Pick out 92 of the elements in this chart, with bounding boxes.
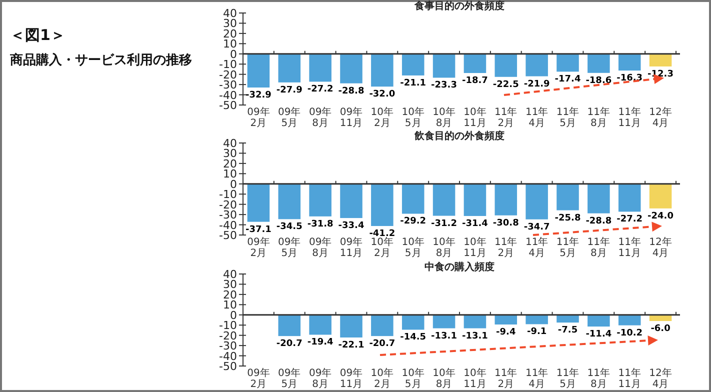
y-tick-label: -50 [219, 229, 237, 242]
x-tick-label: 09年5月 [278, 236, 301, 259]
x-tick-label: 11年2月 [494, 106, 518, 129]
data-label: -27.9 [276, 85, 302, 96]
data-label: -6.0 [650, 324, 670, 334]
x-tick-label: 12年4月 [649, 236, 672, 259]
x-tick-label: 10年2月 [370, 106, 394, 129]
y-tick-label: 40 [223, 268, 237, 281]
text: ＜図1＞ [10, 26, 66, 44]
data-label: -16.3 [616, 74, 643, 84]
x-tick-label: 11年8月 [587, 367, 610, 390]
data-label: -28.8 [586, 216, 612, 226]
x-tick-label: 11年8月 [587, 236, 610, 259]
data-label: -34.5 [276, 222, 302, 232]
x-tick-label: 09年11月 [340, 367, 363, 390]
data-label: -27.2 [616, 214, 643, 225]
data-label: -14.5 [400, 332, 426, 343]
x-tick-label: 11年2月 [494, 367, 518, 390]
chart-title: 飲食目的の外食頻度 [414, 130, 504, 142]
x-tick-label: 09年2月 [247, 367, 270, 390]
y-tick-label: 40 [223, 7, 237, 20]
x-tick-label: 12年4月 [649, 367, 672, 390]
chart-title: 食事目的の外食頻度 [414, 0, 504, 12]
x-tick-label: 11年11月 [618, 106, 641, 129]
data-label: -21.9 [524, 79, 550, 90]
x-tick-label: 11年4月 [525, 236, 548, 259]
x-tick-label: 10年8月 [432, 106, 456, 129]
y-tick-label: 40 [223, 137, 237, 150]
data-label: -32.9 [245, 90, 272, 101]
x-tick-label: 11年4月 [525, 367, 548, 390]
data-label: -20.7 [369, 339, 396, 350]
data-label: -18.6 [586, 76, 612, 86]
y-tick-label: -50 [219, 99, 237, 112]
x-tick-label: 10年2月 [370, 236, 394, 259]
data-label: -7.5 [558, 326, 578, 336]
x-tick-label: 09年8月 [308, 236, 332, 259]
data-label: -33.4 [338, 221, 364, 232]
text: 商品購入・サービス利用の推移 [9, 52, 192, 68]
x-tick-label: 10年5月 [402, 106, 424, 129]
x-tick-label: 11年5月 [556, 367, 580, 390]
x-tick-label: 10年11月 [464, 367, 486, 390]
x-tick-label: 10年8月 [432, 236, 456, 259]
x-tick-label: 10年2月 [370, 367, 394, 390]
x-tick-label: 10年5月 [402, 236, 424, 259]
x-tick-label: 09年8月 [308, 106, 332, 129]
x-tick-label: 09年2月 [247, 106, 270, 129]
data-label: -30.8 [492, 218, 519, 228]
data-label: -25.8 [554, 213, 581, 224]
data-label: -29.2 [400, 216, 426, 227]
x-tick-label: 10年11月 [464, 106, 486, 129]
data-label: -28.8 [338, 86, 364, 96]
data-label: -19.4 [307, 338, 334, 348]
x-tick-label: 11年5月 [556, 236, 580, 259]
x-tick-label: 10年8月 [432, 367, 456, 390]
data-label: -13.1 [431, 331, 458, 342]
x-tick-label: 11年2月 [494, 236, 518, 259]
data-label: -9.4 [496, 328, 516, 338]
x-tick-label: 11年11月 [618, 236, 641, 259]
x-tick-label: 12年4月 [649, 106, 672, 129]
data-label: -34.7 [524, 222, 550, 232]
x-tick-label: 09年11月 [340, 106, 363, 129]
data-label: -31.4 [462, 218, 488, 229]
data-label: -31.2 [431, 218, 458, 229]
data-label: -23.3 [431, 80, 458, 91]
x-tick-label: 10年5月 [402, 367, 424, 390]
x-tick-label: 11年8月 [587, 106, 610, 129]
data-label: -31.8 [307, 219, 334, 230]
data-label: -9.1 [526, 327, 547, 338]
data-label: -20.7 [276, 339, 302, 350]
data-label: -37.1 [245, 224, 272, 235]
data-label: -22.5 [492, 80, 519, 90]
data-label: -18.7 [462, 76, 488, 86]
x-tick-label: 09年2月 [247, 236, 270, 259]
x-tick-label: 09年5月 [278, 106, 301, 129]
data-label: -11.4 [586, 330, 612, 340]
x-tick-label: 11年5月 [556, 106, 580, 129]
x-tick-label: 09年8月 [308, 367, 332, 390]
x-tick-label: 09年5月 [278, 367, 301, 390]
data-label: -17.4 [554, 74, 581, 85]
data-label: -10.2 [616, 328, 643, 338]
data-label: -24.0 [648, 211, 674, 222]
data-label: -21.1 [400, 78, 426, 88]
x-tick-label: 09年11月 [340, 236, 363, 259]
x-tick-label: 10年11月 [464, 236, 486, 259]
data-label: -32.0 [369, 90, 396, 100]
chart-title: 中食の購入頻度 [424, 261, 494, 273]
data-label: -27.2 [307, 84, 334, 95]
data-label: -13.1 [462, 331, 488, 342]
x-tick-label: 11年4月 [525, 106, 548, 129]
y-tick-label: -50 [219, 360, 237, 373]
data-label: -22.1 [338, 340, 364, 350]
x-tick-label: 11年11月 [618, 367, 641, 390]
